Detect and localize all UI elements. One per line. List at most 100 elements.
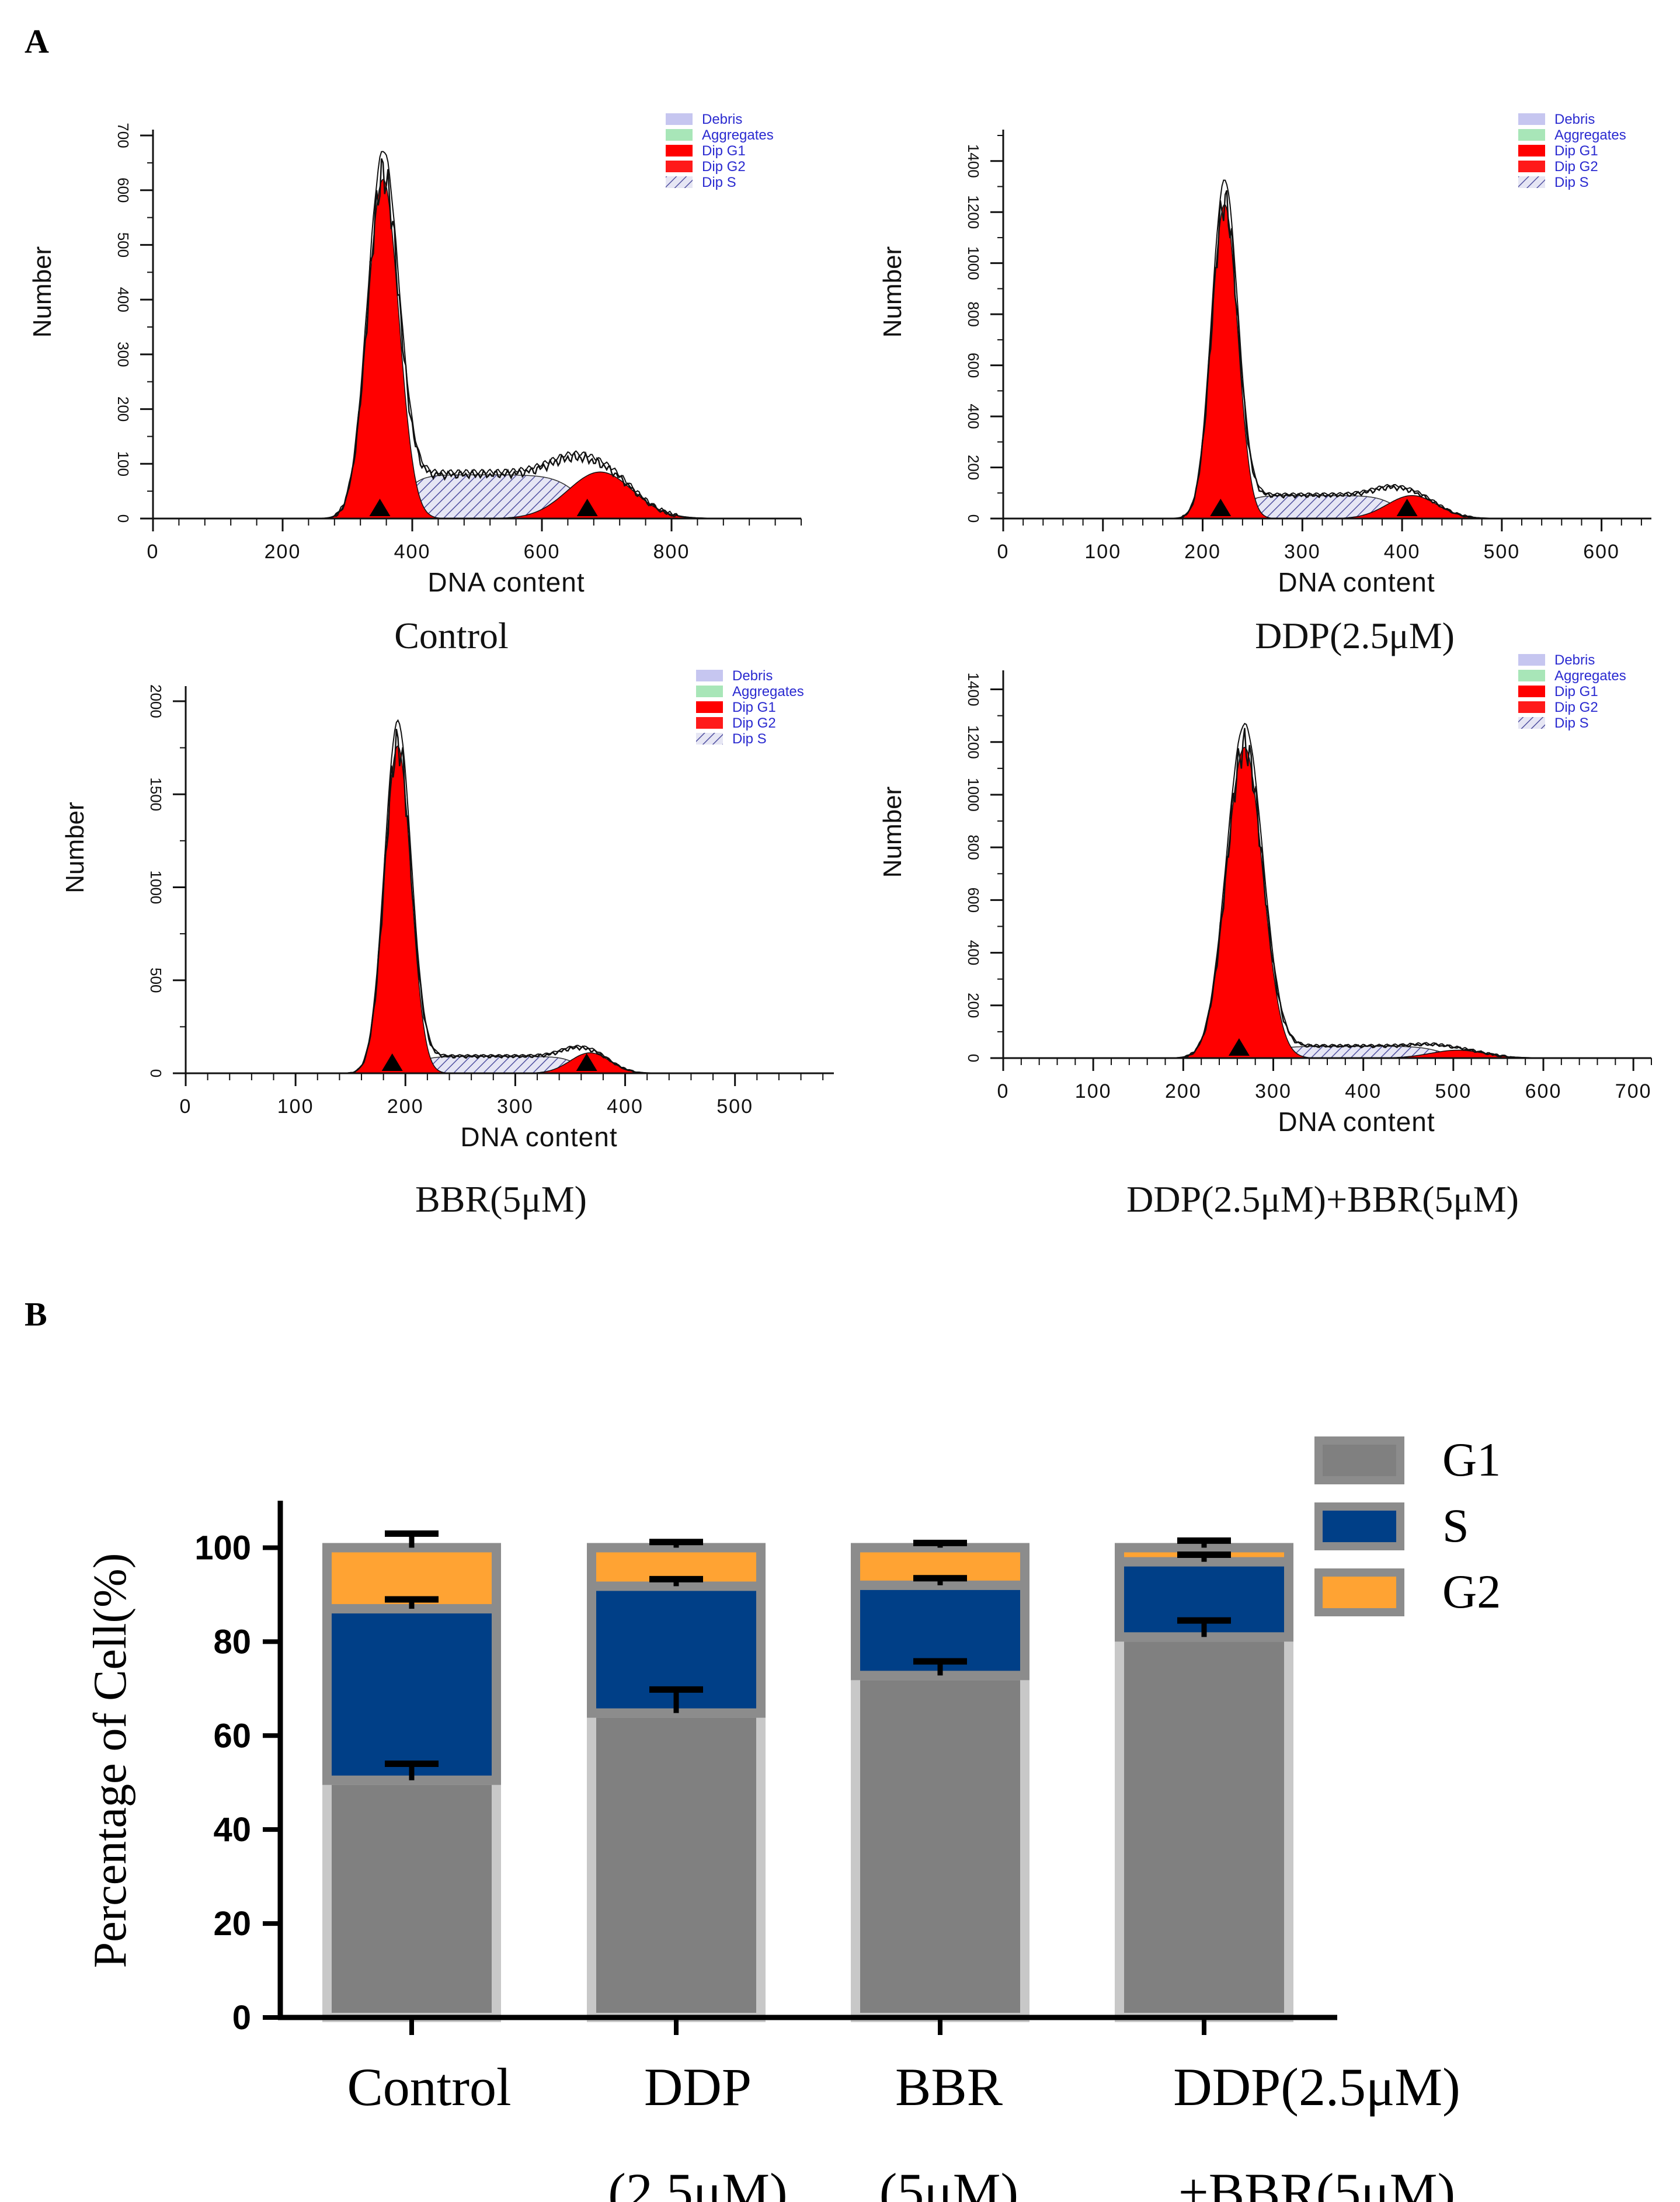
y-tick-label: 1400 [965,673,982,707]
dip-s-area [1003,1045,1651,1059]
x-tick-label: 500 [1435,1080,1472,1102]
peak-marker-triangle [1396,499,1418,516]
legend-label: Dip S [1554,175,1589,190]
x-tick-label: 200 [387,1095,424,1118]
x-tick-label: 500 [1483,541,1520,563]
histogram-outline [1003,190,1651,520]
legend-swatch [696,701,723,713]
y-tick-label: 1000 [965,778,982,812]
condition-title: DDP(2.5μM) [1255,615,1455,656]
legend-label: Aggregates [1554,668,1626,684]
peak-marker-triangle [1210,499,1232,516]
legend-label: Dip G2 [1554,700,1598,715]
y-axis-label: Number [878,787,907,878]
x-tick-label: 0 [997,1080,1010,1102]
y-tick-label: 40 [213,1811,251,1849]
legend-label: Debris [732,668,773,684]
y-tick-label: 400 [965,403,982,429]
peak-marker-triangle [381,1053,403,1071]
y-tick-label: 400 [114,287,132,312]
histogram-outline [1003,728,1651,1059]
legend-label: Dip G1 [702,143,746,159]
condition-title: BBR(5μM) [415,1178,587,1220]
y-tick-label: 0 [965,1054,982,1062]
y-tick-label: 0 [114,514,132,523]
category-label: DDP [644,2057,752,2117]
legend-swatch-g2 [1314,1568,1404,1616]
legend-label: Dip G2 [702,159,746,175]
legend-swatch [1518,113,1545,125]
legend-label: Dip G1 [1554,684,1598,700]
dip-g1-peak [1172,746,1317,1059]
dip-g1-peak [1172,204,1277,519]
x-tick-label: 600 [1583,541,1620,563]
legend-label: Aggregates [702,127,774,143]
legend-swatch [666,113,693,125]
legend-swatch-s [1314,1502,1404,1550]
y-tick-label: 100 [194,1529,251,1567]
legend-swatch [696,670,723,681]
category-label: Control [347,2057,511,2117]
dip-s-area [1003,495,1651,519]
legend-label: Debris [1554,112,1595,127]
legend-label: Dip G1 [1554,143,1598,159]
x-axis-label: DNA content [427,567,585,597]
y-tick-label: 20 [213,1905,251,1943]
legend-swatch [696,686,723,697]
legend-swatch [1518,670,1545,681]
legend-swatch [1518,129,1545,141]
legend-label-g2: G2 [1442,1565,1501,1618]
histogram-outline-fit [186,719,834,1074]
category-label: (2.5μM) [608,2162,787,2202]
legend-label-s: S [1442,1499,1469,1552]
legend-swatch [1518,717,1545,729]
condition-title: Control [394,615,509,656]
y-tick-label: 500 [147,968,165,993]
histogram-outline-fit [1003,179,1651,519]
panel-b-letter: B [25,1295,47,1333]
x-tick-label: 100 [1075,1080,1112,1102]
condition-title: DDP(2.5μM)+BBR(5μM) [1126,1178,1519,1220]
peak-marker-triangle [576,1053,597,1071]
histogram-ddp-bbr: 0 100 200 300 400 500 600 700 0 200 400 600 800 1000 1… [878,652,1652,1220]
legend-label: Debris [1554,652,1595,668]
y-tick-label: 1000 [147,871,165,905]
y-tick-label: 800 [965,834,982,860]
x-tick-label: 300 [1284,541,1321,563]
y-tick-label: 500 [114,232,132,258]
bar-s-segment [322,1604,501,1785]
y-axis-label: Number [61,802,89,893]
y-tick-label: 1400 [965,144,982,178]
y-tick-label: 1200 [965,195,982,229]
histogram-bbr: 0 100 200 300 400 500 0 500 1000 1500 2000 DNA cont… [61,668,834,1220]
x-tick-label: 600 [524,541,561,563]
y-tick-label: 200 [965,993,982,1018]
legend-label: Dip G2 [732,715,776,731]
x-tick-label: 100 [1084,541,1121,563]
dip-s-area [186,1056,834,1074]
x-tick-label: 200 [265,541,301,563]
legend-label: Aggregates [732,684,804,700]
histogram-outline [186,729,834,1074]
y-tick-label: 0 [965,514,982,523]
peak-marker-triangle [1228,1038,1250,1056]
x-tick-label: 100 [277,1095,314,1118]
category-label: +BBR(5μM) [1178,2162,1455,2202]
histogram-outline-fit [1003,722,1651,1059]
category-label: DDP(2.5μM) [1173,2057,1460,2117]
legend-swatch [1518,176,1545,188]
y-tick-label: 2000 [147,684,165,718]
legend-swatch [1518,654,1545,666]
panel-a-letter: A [25,22,49,60]
x-axis-label: DNA content [1278,1107,1435,1137]
x-tick-label: 0 [997,541,1010,563]
legend-swatch [696,717,723,729]
y-tick-label: 200 [965,455,982,480]
y-axis-label: Number [878,246,907,338]
x-tick-label: 600 [1525,1080,1562,1102]
bar-g1-segment [322,1775,501,2023]
histogram-outline-fit [153,151,801,519]
x-axis-label: DNA content [460,1122,617,1152]
